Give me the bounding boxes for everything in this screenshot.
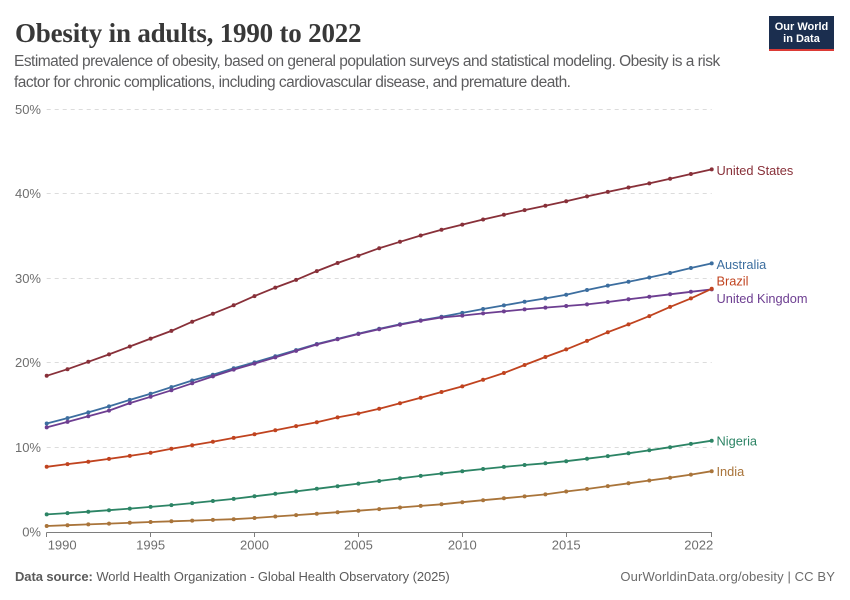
svg-text:Nigeria: Nigeria bbox=[717, 434, 758, 449]
svg-text:30%: 30% bbox=[15, 271, 41, 286]
svg-text:10%: 10% bbox=[15, 440, 41, 455]
svg-text:Australia: Australia bbox=[717, 257, 768, 272]
svg-text:United Kingdom: United Kingdom bbox=[717, 291, 808, 306]
svg-text:1995: 1995 bbox=[136, 538, 165, 553]
svg-text:2015: 2015 bbox=[552, 538, 581, 553]
svg-text:0%: 0% bbox=[22, 525, 41, 540]
svg-text:United States: United States bbox=[717, 163, 794, 178]
svg-text:40%: 40% bbox=[15, 186, 41, 201]
svg-text:1990: 1990 bbox=[48, 538, 77, 553]
svg-text:Brazil: Brazil bbox=[717, 274, 749, 289]
svg-text:20%: 20% bbox=[15, 355, 41, 370]
svg-text:India: India bbox=[717, 464, 746, 479]
svg-text:2005: 2005 bbox=[344, 538, 373, 553]
svg-text:2000: 2000 bbox=[240, 538, 269, 553]
svg-text:2022: 2022 bbox=[684, 538, 713, 553]
svg-text:50%: 50% bbox=[15, 102, 41, 117]
svg-text:2010: 2010 bbox=[448, 538, 477, 553]
